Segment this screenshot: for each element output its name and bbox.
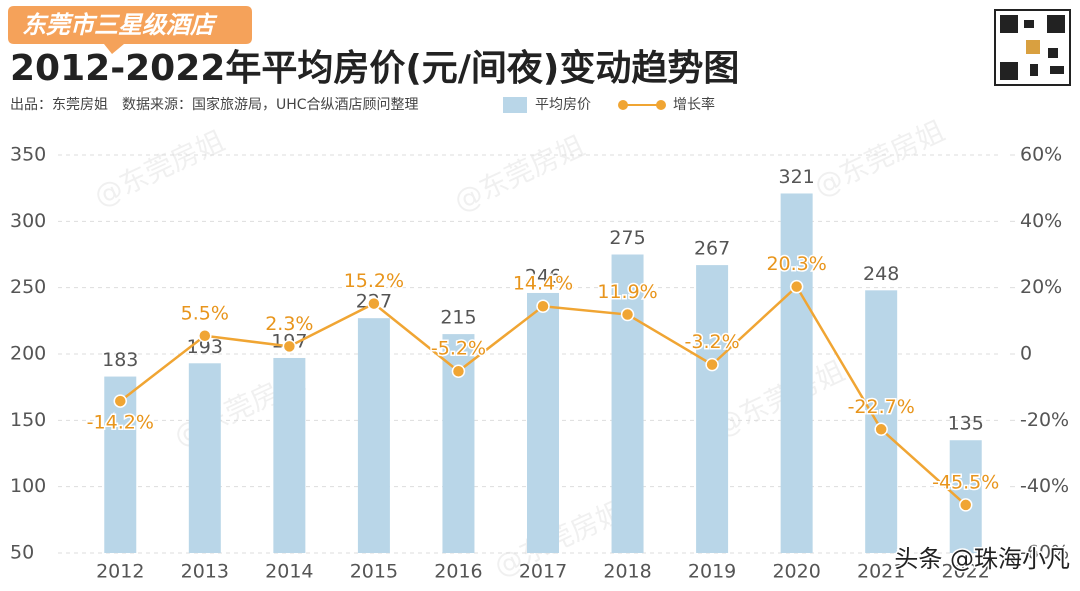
y-tick-label: 100	[10, 475, 46, 497]
line-marker	[536, 299, 550, 313]
line-value-label: -22.7%	[848, 396, 915, 418]
source: 出品：东莞房姐 数据来源：国家旅游局，UHC合纵酒店顾问整理	[10, 96, 419, 113]
y-tick-label: 300	[10, 210, 46, 232]
tag: 东莞市三星级酒店	[22, 11, 218, 39]
line-value-label: 11.9%	[597, 281, 657, 303]
y-tick-label: 250	[10, 276, 46, 298]
legend-dot	[656, 100, 666, 110]
line-marker	[958, 498, 973, 512]
bar	[273, 357, 306, 553]
line-marker	[874, 422, 888, 437]
footer-watermark: 头条 @珠海小凡	[894, 545, 1070, 573]
chart-title: 2012-2022年平均房价(元/间夜)变动趋势图	[10, 47, 739, 89]
line-marker	[367, 296, 381, 311]
line-marker	[451, 364, 466, 378]
y2-tick-label: -40%	[1020, 475, 1069, 497]
x-tick-label: 2017	[519, 561, 567, 583]
bar	[357, 318, 390, 553]
line-marker	[789, 279, 804, 294]
bar-value-label: 321	[779, 166, 815, 188]
bar	[696, 265, 729, 553]
line-marker	[282, 339, 297, 354]
line-marker	[198, 329, 212, 343]
y2-tick-label: 0	[1020, 343, 1032, 365]
y-tick-label: 200	[10, 343, 46, 365]
x-tick-label: 2012	[96, 561, 144, 583]
x-tick-label: 2014	[265, 561, 313, 583]
bar-value-label: 246	[525, 265, 561, 287]
line-marker	[705, 357, 719, 372]
bar	[780, 193, 813, 553]
line-marker	[620, 307, 635, 322]
line-value-label: 20.3%	[766, 253, 826, 275]
x-tick-label: 2022	[942, 561, 990, 583]
y-tick-label: 150	[10, 409, 46, 431]
legend-label: 平均房价	[535, 97, 591, 113]
bar-value-label: 183	[102, 349, 138, 371]
x-tick-label: 2021	[857, 561, 905, 583]
tag-box	[8, 6, 252, 54]
line-value-label: -3.2%	[685, 331, 740, 353]
y-tick-label: 350	[10, 144, 46, 166]
legend-swatch	[503, 97, 527, 113]
bar	[188, 363, 221, 553]
y2-tick-label: 60%	[1020, 144, 1062, 166]
bar-value-label: 135	[948, 413, 984, 435]
x-tick-label: 2013	[181, 561, 229, 583]
x-tick-label: 2015	[350, 561, 398, 583]
line-value-label: 14.4%	[513, 273, 573, 295]
bar	[527, 292, 559, 553]
x-tick-label: 2019	[688, 561, 736, 583]
y2-tick-label: 40%	[1020, 210, 1062, 232]
bar-value-label: 275	[609, 227, 645, 249]
line-value-label: 5.5%	[181, 302, 229, 324]
y-tick-label: 50	[10, 542, 34, 564]
y2-tick-label: -20%	[1020, 409, 1069, 431]
x-tick-label: 2018	[603, 561, 651, 583]
legend-label: 增长率	[673, 96, 715, 113]
line-value-label: -5.2%	[431, 338, 486, 360]
line-value-label: -45.5%	[932, 471, 999, 493]
bar	[949, 440, 982, 553]
line-value-label: 15.2%	[344, 270, 404, 292]
qr-code	[994, 9, 1071, 86]
x-tick-label: 2020	[772, 561, 820, 583]
line-value-label: 2.3%	[265, 313, 313, 335]
y2-tick-label: -60%	[1020, 542, 1069, 564]
y2-tick-label: 20%	[1020, 276, 1062, 298]
line-value-label: -14.2%	[87, 412, 154, 434]
bar-value-label: 248	[863, 263, 899, 285]
bar-value-label: 267	[694, 238, 730, 260]
legend-dot	[618, 100, 628, 110]
x-tick-label: 2016	[434, 561, 482, 583]
line-marker	[113, 394, 128, 408]
bar	[865, 290, 898, 553]
bar	[611, 254, 644, 553]
bar-value-label: 215	[440, 307, 476, 329]
